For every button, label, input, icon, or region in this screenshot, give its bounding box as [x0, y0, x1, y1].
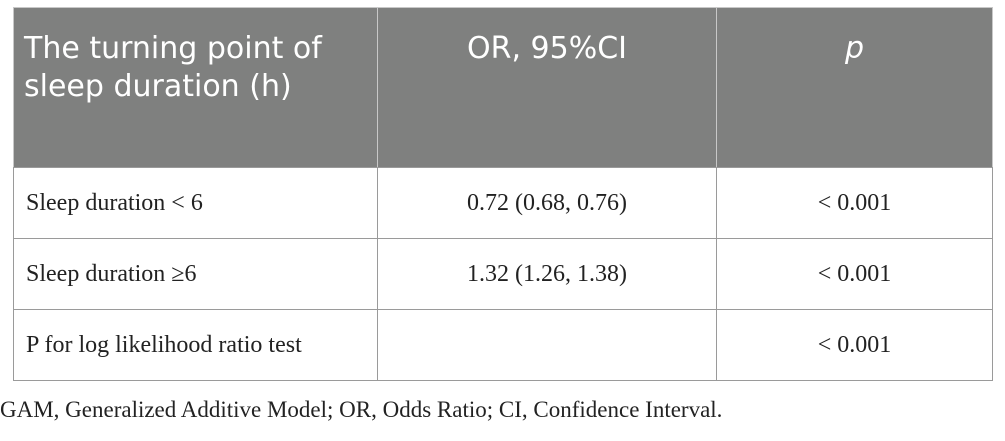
table-footnote: GAM, Generalized Additive Model; OR, Odd…: [0, 397, 723, 422]
table-row: Sleep duration ≥6 1.32 (1.26, 1.38) < 0.…: [13, 238, 993, 310]
header-turning-point: The turning point of sleep duration (h): [13, 7, 378, 168]
row-label: P for log likelihood ratio test: [13, 309, 378, 381]
p-value-cell: < 0.001: [716, 238, 993, 310]
header-or-ci: OR, 95%CI: [377, 7, 717, 168]
results-table-container: The turning point of sleep duration (h) …: [13, 7, 993, 381]
header-p-value: p: [716, 7, 993, 168]
p-value-cell: < 0.001: [716, 167, 993, 239]
table-header: The turning point of sleep duration (h) …: [13, 7, 993, 168]
or-ci-cell: [377, 309, 717, 381]
results-table: The turning point of sleep duration (h) …: [13, 7, 993, 381]
header-row: The turning point of sleep duration (h) …: [13, 7, 993, 168]
or-ci-cell: 1.32 (1.26, 1.38): [377, 238, 717, 310]
table-row: Sleep duration < 6 0.72 (0.68, 0.76) < 0…: [13, 167, 993, 239]
p-value-cell: < 0.001: [716, 309, 993, 381]
row-label: Sleep duration < 6: [13, 167, 378, 239]
table-body: Sleep duration < 6 0.72 (0.68, 0.76) < 0…: [13, 167, 993, 381]
row-label: Sleep duration ≥6: [13, 238, 378, 310]
table-row: P for log likelihood ratio test < 0.001: [13, 309, 993, 381]
or-ci-cell: 0.72 (0.68, 0.76): [377, 167, 717, 239]
